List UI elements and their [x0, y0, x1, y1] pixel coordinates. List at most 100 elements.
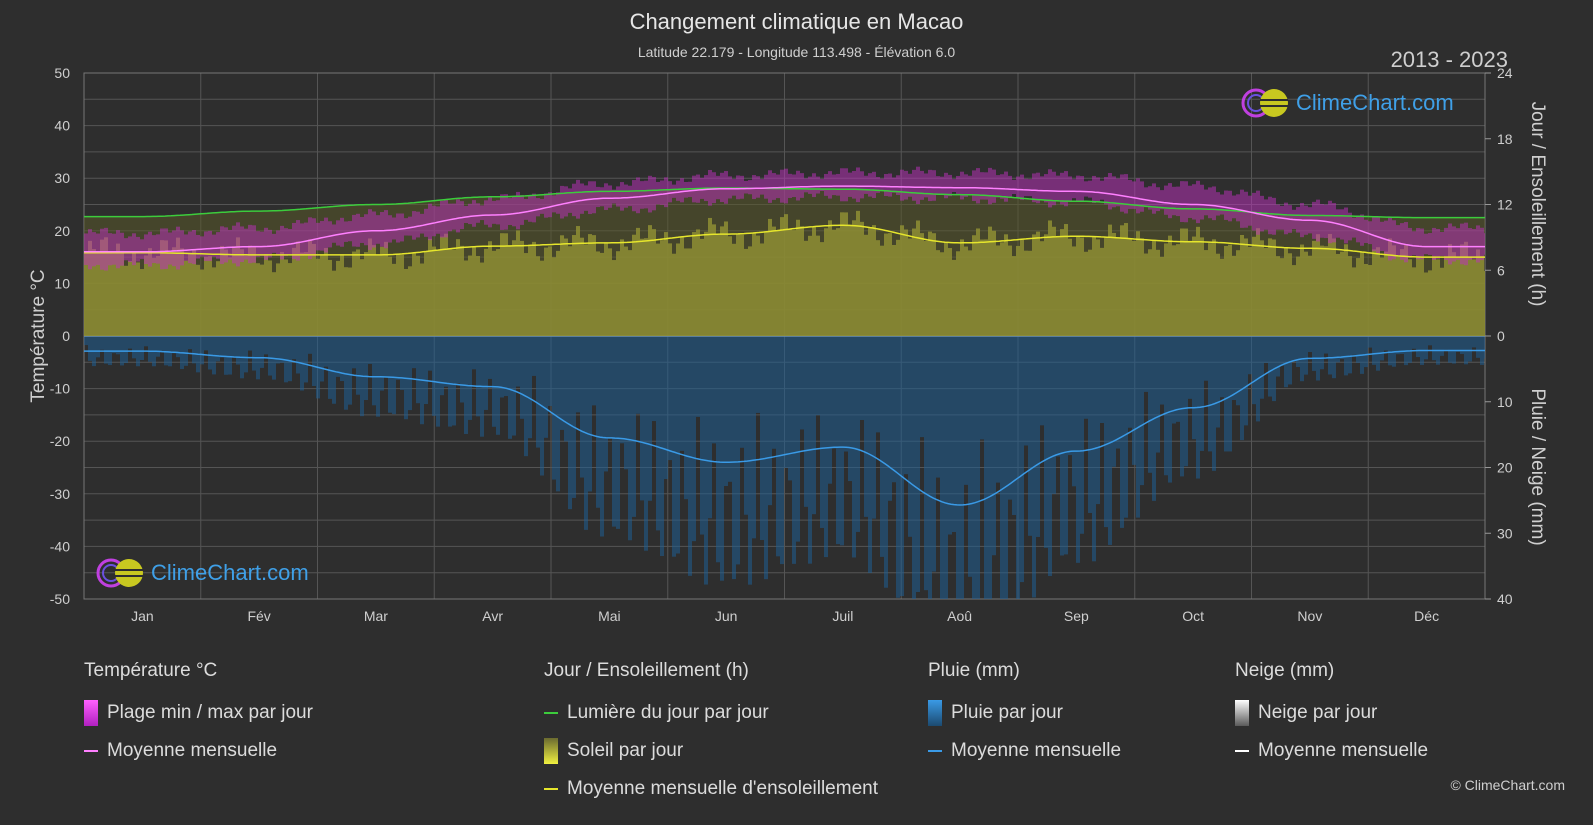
sunshine-bar — [1064, 224, 1068, 336]
sunshine-bar — [984, 239, 988, 336]
temp-range-bar — [672, 184, 676, 198]
temp-range-bar — [1144, 187, 1148, 208]
sunshine-bar — [264, 254, 268, 336]
temp-range-bar — [580, 183, 584, 214]
snow-mean-swatch — [1235, 750, 1249, 752]
temp-range-bar — [1452, 226, 1456, 262]
temp-range-bar — [336, 220, 340, 246]
rain-bar — [1024, 336, 1028, 446]
temp-range-bar — [364, 214, 368, 246]
sunshine-bar — [808, 235, 812, 336]
temp-range-bar — [932, 170, 936, 201]
rain-bar — [1208, 336, 1212, 452]
rain-bar — [820, 336, 824, 528]
temp-range-bar — [236, 222, 240, 267]
sunshine-bar — [828, 220, 832, 336]
sunshine-bar — [796, 219, 800, 336]
sunshine-bar — [332, 270, 336, 336]
rain-bar — [988, 336, 992, 599]
rain-bar — [592, 336, 596, 406]
sunshine-bar — [208, 256, 212, 336]
temp-range-bar — [268, 229, 272, 258]
sunshine-bar — [684, 248, 688, 336]
temp-range-bar — [852, 170, 856, 199]
temp-range-bar — [612, 189, 616, 204]
rain-bar — [1184, 336, 1188, 467]
temp-range-bar — [1192, 184, 1196, 220]
month-tick-label: Nov — [1297, 608, 1322, 624]
rain-bar — [132, 336, 136, 359]
temp-range-bar — [664, 177, 668, 208]
sunshine-bar — [792, 230, 796, 336]
rain-bar — [1396, 336, 1400, 355]
temp-range-bar — [1232, 195, 1236, 219]
rain-bar — [356, 336, 360, 395]
rain-bar — [208, 336, 212, 370]
temp-range-bar — [1104, 176, 1108, 205]
rain-bar — [408, 336, 412, 411]
temp-range-bar — [1208, 187, 1212, 219]
temp-range-bar — [1072, 179, 1076, 199]
sunshine-bar — [748, 246, 752, 336]
temp-range-bar — [88, 229, 92, 270]
sunshine-bar — [1316, 234, 1320, 336]
temp-range-bar — [328, 221, 332, 248]
temp-range-bar — [1456, 228, 1460, 260]
sunshine-bar — [848, 224, 852, 336]
chart-subtitle: Latitude 22.179 - Longitude 113.498 - Él… — [637, 44, 956, 60]
temp-range-bar — [244, 228, 248, 260]
sunshine-bar — [1084, 251, 1088, 336]
sunshine-bar — [1036, 231, 1040, 336]
sunshine-bar — [404, 268, 408, 336]
rain-bar — [1384, 336, 1388, 351]
sunshine-bar — [736, 233, 740, 336]
sunshine-bar — [460, 245, 464, 336]
rain-bar — [680, 336, 684, 451]
rain-bar — [1148, 336, 1152, 473]
sunshine-bar — [1392, 245, 1396, 336]
rain-bar — [1284, 336, 1288, 388]
rain-bar — [620, 336, 624, 444]
sunshine-bar — [960, 239, 964, 336]
rain-bar — [776, 336, 780, 557]
sunshine-bar — [1132, 240, 1136, 336]
sunshine-bar — [1196, 226, 1200, 336]
temp-range-bar — [960, 171, 964, 200]
temp-range-bar — [368, 209, 372, 250]
temp-range-bar — [660, 180, 664, 205]
rain-bar — [1336, 336, 1340, 363]
temp-range-bar — [756, 176, 760, 198]
legend-temperature: Température °C Plage min / max par jour … — [84, 660, 313, 770]
sunshine-bar — [424, 251, 428, 336]
rain-bar — [388, 336, 392, 413]
sunshine-bar — [1340, 251, 1344, 336]
sunshine-bar — [148, 248, 152, 336]
sunshine-bar — [128, 261, 132, 336]
temp-range-bar — [596, 186, 600, 208]
rain-bar — [1280, 336, 1284, 366]
sunshine-bar — [312, 243, 316, 336]
rain-bar — [1076, 336, 1080, 563]
sunshine-bar — [1092, 236, 1096, 336]
rain-bar — [1100, 336, 1104, 423]
legend-sun: Jour / Ensoleillement (h) Lumière du jou… — [544, 660, 878, 808]
rain-bar — [1204, 336, 1208, 381]
sunshine-bar — [760, 243, 764, 336]
sunshine-bar — [1292, 265, 1296, 336]
rain-bar — [720, 336, 724, 581]
sunshine-bar — [640, 238, 644, 336]
sunshine-bar — [832, 229, 836, 336]
temp-range-bar — [1484, 233, 1485, 255]
rain-bar — [568, 336, 572, 510]
sunshine-bar — [712, 224, 716, 336]
temp-range-bar — [524, 198, 528, 220]
rain-bar — [684, 336, 688, 500]
sunshine-bar — [152, 257, 156, 336]
sunshine-bar — [764, 231, 768, 336]
rain-bar — [476, 336, 480, 417]
rain-bar — [156, 336, 160, 357]
sunshine-bar — [504, 233, 508, 336]
rain-bar — [336, 336, 340, 377]
temp-range-bar — [312, 218, 316, 257]
temp-range-bar — [240, 226, 244, 263]
